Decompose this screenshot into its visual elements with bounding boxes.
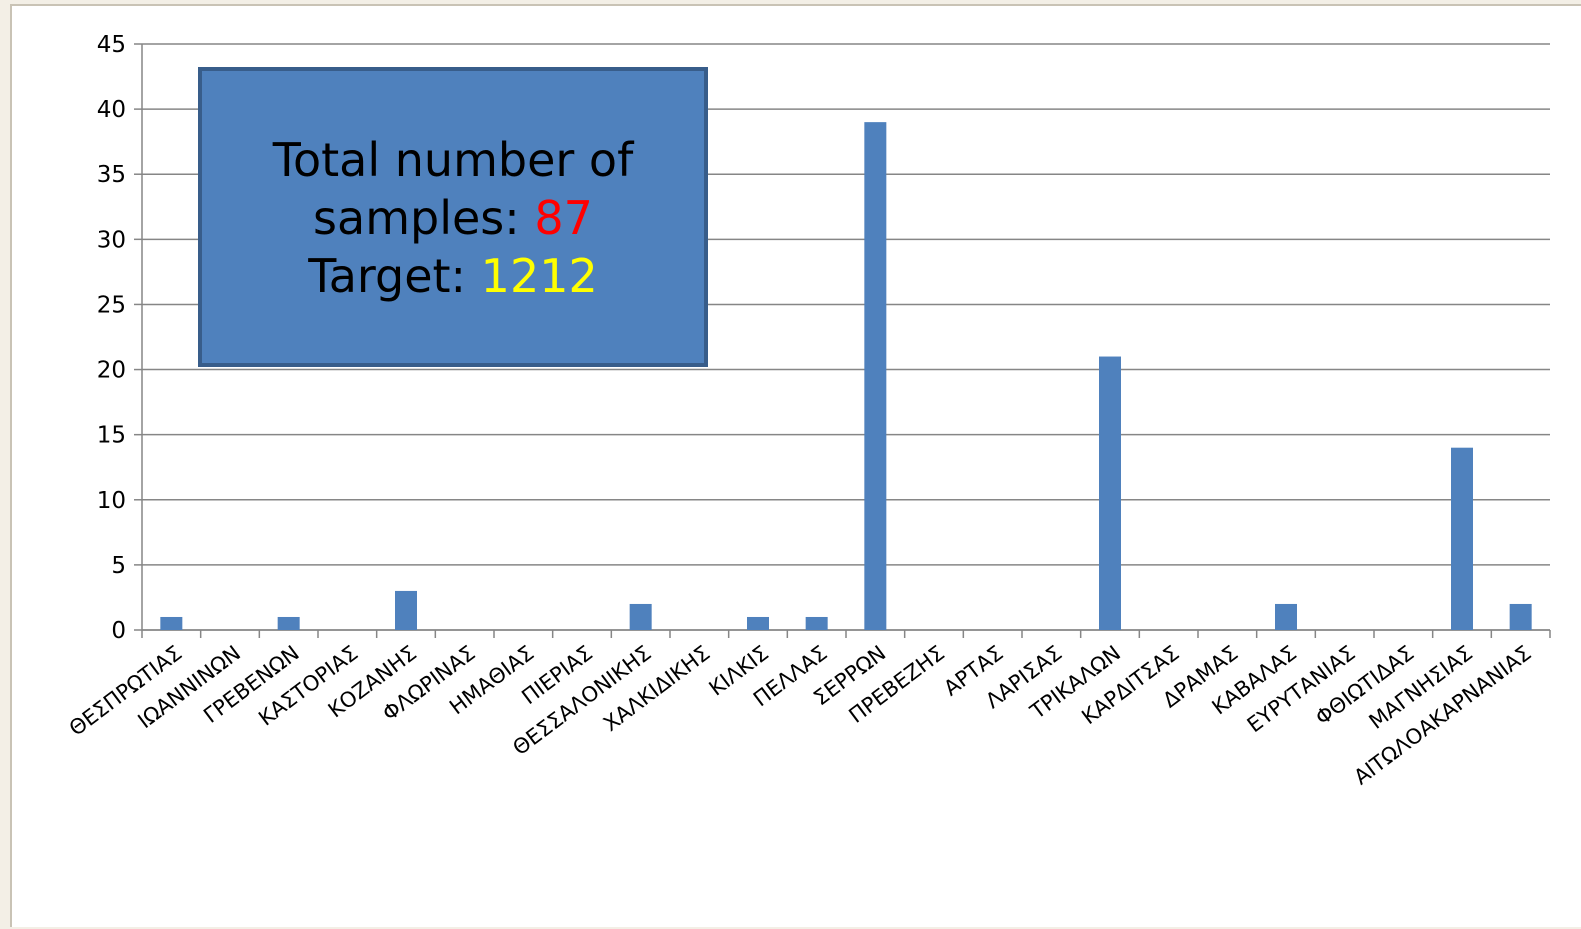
y-tick-label: 25 [97, 292, 126, 318]
y-tick-label: 10 [97, 488, 126, 514]
target-value: 1212 [480, 249, 598, 303]
samples-value: 87 [534, 191, 593, 245]
y-tick-label: 35 [97, 162, 126, 188]
bar-chart: 051015202530354045ΘΕΣΠΡΩΤΙΑΣΙΩΑΝΝΙΝΩΝΓΡΕ… [65, 32, 1551, 789]
annotation-line-3: Target: 1212 [308, 247, 598, 305]
bar [1099, 356, 1121, 630]
samples-label: samples: [313, 191, 535, 245]
y-tick-label: 5 [111, 553, 126, 579]
annotation-line-1: Total number of [272, 133, 634, 187]
bar [864, 122, 887, 630]
y-tick-label: 0 [111, 618, 126, 644]
bar [1275, 603, 1297, 630]
y-tick-label: 45 [97, 32, 126, 58]
chart-frame: 0 5 10 15 20 25 30 35 40 45 ΘΕΣΠΡΩΤΙΑΣ ΙΩΑΝΝΙΝΩΝ ΓΡΕ… [10, 4, 1581, 927]
bar [160, 616, 183, 630]
y-tick-label: 15 [97, 423, 126, 449]
bar [1509, 603, 1532, 630]
annotation-line-2: samples: 87 [313, 189, 593, 247]
y-tick-label: 40 [97, 97, 126, 123]
y-tick-label: 20 [97, 358, 126, 384]
bar [1451, 447, 1473, 630]
target-label: Target: [308, 249, 481, 303]
bar [747, 616, 769, 630]
y-tick-label: 30 [97, 227, 126, 253]
bar [805, 616, 828, 630]
bar [629, 603, 652, 630]
bar [277, 616, 300, 630]
bar [395, 590, 417, 630]
summary-annotation-box: Total number of samples: 87 Target: 1212 [198, 67, 708, 367]
